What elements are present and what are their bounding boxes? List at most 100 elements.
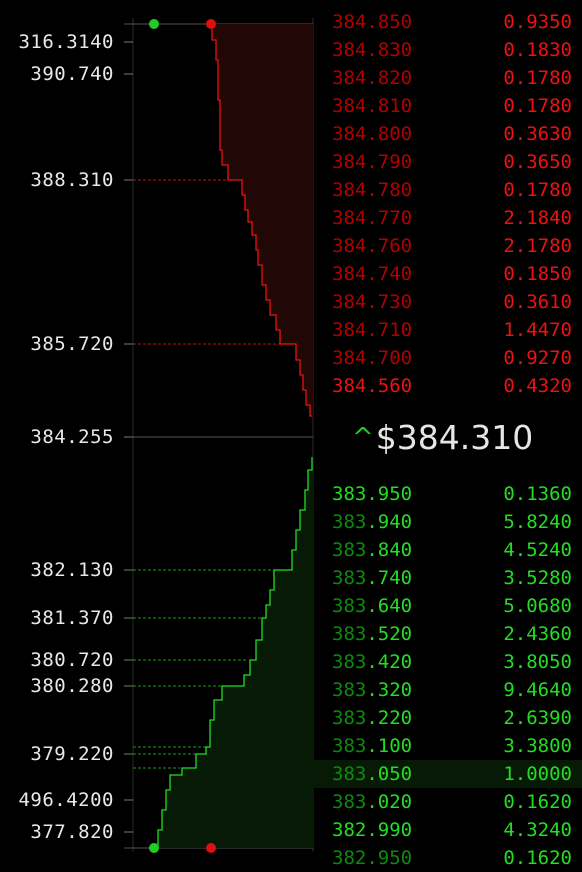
top-red-handle-dot[interactable] (206, 19, 216, 29)
bid-price: 383.050 (332, 763, 413, 785)
ask-order-row[interactable]: 384.760 2.1780 (314, 232, 582, 260)
bid-quantity: 3.8050 (503, 651, 572, 673)
ask-price: 384.730 (332, 291, 413, 313)
ask-order-row[interactable]: 384.790 0.3650 (314, 148, 582, 176)
bid-price: 383.740 (332, 567, 413, 589)
ask-price: 384.700 (332, 347, 413, 369)
bid-quantity: 2.4360 (503, 623, 572, 645)
bid-quantity: 4.3240 (503, 819, 572, 841)
bid-price: 383.640 (332, 595, 413, 617)
bid-quantity: 9.4640 (503, 679, 572, 701)
ask-price: 384.710 (332, 319, 413, 341)
bid-order-row[interactable]: 383.050 1.0000 (314, 760, 582, 788)
bid-price: 383.320 (332, 679, 413, 701)
bid-quantity: 5.0680 (503, 595, 572, 617)
axis-label: 496.4200 (18, 789, 114, 811)
ask-order-row[interactable]: 384.700 0.9270 (314, 344, 582, 372)
bid-price: 383.220 (332, 707, 413, 729)
ask-price: 384.780 (332, 179, 413, 201)
last-price-display: ^$384.310 (352, 418, 533, 458)
axis-label: 384.255 (30, 426, 114, 448)
ask-order-row[interactable]: 384.810 0.1780 (314, 92, 582, 120)
ask-order-row[interactable]: 384.770 2.1840 (314, 204, 582, 232)
ask-order-row[interactable]: 384.800 0.3630 (314, 120, 582, 148)
ask-price: 384.790 (332, 151, 413, 173)
bid-order-row[interactable]: 383.020 0.1620 (314, 788, 582, 816)
bid-price: 383.520 (332, 623, 413, 645)
ask-price: 384.740 (332, 263, 413, 285)
bid-order-row[interactable]: 383.100 3.3800 (314, 732, 582, 760)
bid-price: 383.840 (332, 539, 413, 561)
ask-price: 384.760 (332, 235, 413, 257)
axis-label: 379.220 (30, 743, 114, 765)
ask-price: 384.810 (332, 95, 413, 117)
bid-price: 383.950 (332, 483, 413, 505)
ask-quantity: 0.3650 (503, 151, 572, 173)
ask-order-row[interactable]: 384.710 1.4470 (314, 316, 582, 344)
bid-order-row[interactable]: 383.520 2.4360 (314, 620, 582, 648)
bid-order-row[interactable]: 382.990 4.3240 (314, 816, 582, 844)
bid-quantity: 3.5280 (503, 567, 572, 589)
depth-chart (124, 18, 314, 853)
axis-label: 385.720 (30, 333, 114, 355)
ask-price: 384.830 (332, 39, 413, 61)
ask-quantity: 0.1780 (503, 95, 572, 117)
axis-label: 381.370 (30, 607, 114, 629)
bid-quantity: 5.8240 (503, 511, 572, 533)
bid-order-row[interactable]: 383.950 0.1360 (314, 480, 582, 508)
bid-depth-area (156, 457, 313, 848)
axis-label: 316.3140 (18, 31, 114, 53)
bid-order-row[interactable]: 383.320 9.4640 (314, 676, 582, 704)
bid-order-row[interactable]: 383.840 4.5240 (314, 536, 582, 564)
top-green-handle-dot[interactable] (149, 19, 159, 29)
bid-order-row[interactable]: 383.740 3.5280 (314, 564, 582, 592)
ask-price: 384.850 (332, 11, 413, 33)
axis-label: 380.720 (30, 649, 114, 671)
bottom-green-handle-dot[interactable] (149, 843, 159, 853)
bid-price: 383.100 (332, 735, 413, 757)
ask-quantity: 0.9350 (503, 11, 572, 33)
ask-quantity: 1.4470 (503, 319, 572, 341)
ask-quantity: 0.1780 (503, 67, 572, 89)
ask-quantity: 0.3630 (503, 123, 572, 145)
ask-order-row[interactable]: 384.560 0.4320 (314, 372, 582, 400)
ask-quantity: 2.1780 (503, 235, 572, 257)
ask-order-row[interactable]: 384.820 0.1780 (314, 64, 582, 92)
axis-label: 390.740 (30, 63, 114, 85)
ask-quantity: 0.9270 (503, 347, 572, 369)
bid-price: 383.420 (332, 651, 413, 673)
bid-quantity: 3.3800 (503, 735, 572, 757)
bid-quantity: 0.1620 (503, 847, 572, 869)
bid-order-row[interactable]: 382.950 0.1620 (314, 844, 582, 872)
ask-depth-line (211, 24, 312, 417)
price-up-arrow-icon: ^ (352, 423, 374, 453)
bid-order-row[interactable]: 383.640 5.0680 (314, 592, 582, 620)
axis-label: 377.820 (30, 821, 114, 843)
ask-quantity: 2.1840 (503, 207, 572, 229)
bid-order-row[interactable]: 383.420 3.8050 (314, 648, 582, 676)
axis-label: 380.280 (30, 675, 114, 697)
bid-price: 383.940 (332, 511, 413, 533)
ask-price: 384.560 (332, 375, 413, 397)
bid-price: 382.950 (332, 847, 413, 869)
ask-quantity: 0.3610 (503, 291, 572, 313)
bid-order-row[interactable]: 383.220 2.6390 (314, 704, 582, 732)
ask-quantity: 0.1780 (503, 179, 572, 201)
ask-order-row[interactable]: 384.780 0.1780 (314, 176, 582, 204)
ask-depth-area (212, 24, 313, 416)
bid-quantity: 0.1360 (503, 483, 572, 505)
ask-price: 384.800 (332, 123, 413, 145)
bid-price: 382.990 (332, 819, 413, 841)
bid-quantity: 2.6390 (503, 707, 572, 729)
bid-depth-line (156, 457, 313, 849)
ask-quantity: 0.4320 (503, 375, 572, 397)
last-price-value: $384.310 (375, 418, 534, 457)
ask-order-row[interactable]: 384.830 0.1830 (314, 36, 582, 64)
ask-price: 384.770 (332, 207, 413, 229)
bid-order-row[interactable]: 383.940 5.8240 (314, 508, 582, 536)
bid-quantity: 4.5240 (503, 539, 572, 561)
ask-order-row[interactable]: 384.850 0.9350 (314, 8, 582, 36)
ask-order-row[interactable]: 384.740 0.1850 (314, 260, 582, 288)
bottom-red-handle-dot[interactable] (206, 843, 216, 853)
ask-order-row[interactable]: 384.730 0.3610 (314, 288, 582, 316)
